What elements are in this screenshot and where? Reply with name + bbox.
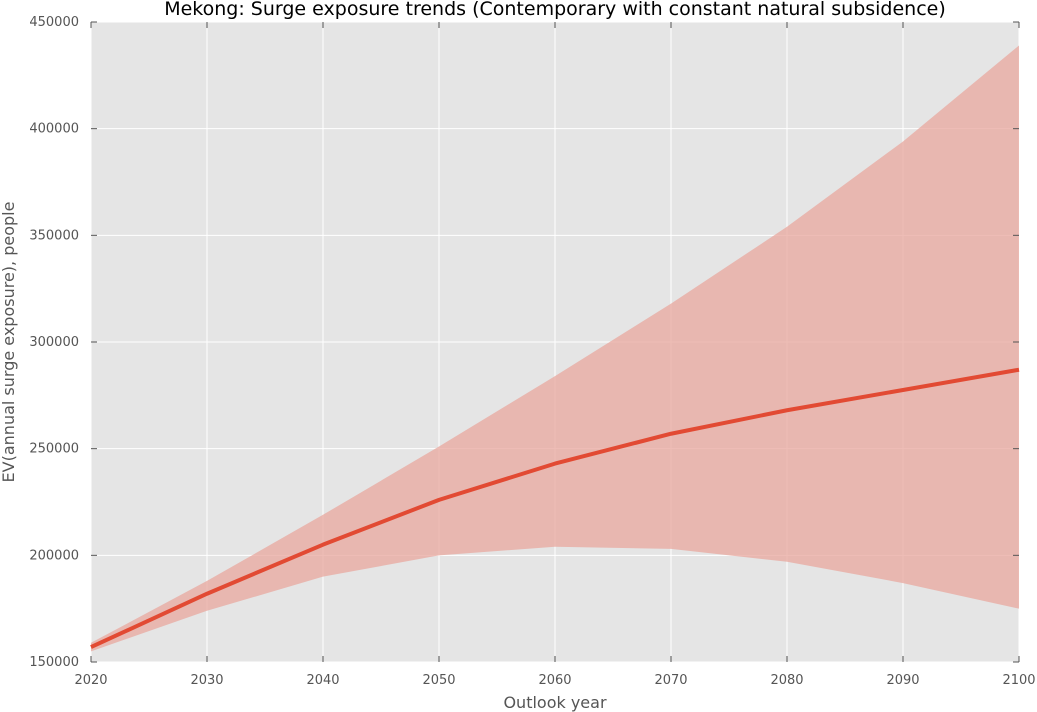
y-tick-label: 250000 [29, 442, 79, 457]
x-tick-label: 2030 [190, 673, 223, 688]
x-tick-label: 2040 [306, 673, 339, 688]
y-tick-label: 450000 [29, 15, 79, 30]
series-line [90, 367, 1020, 649]
line-layer [90, 367, 1020, 649]
x-tick-label: 2020 [74, 673, 107, 688]
y-tick-label: 200000 [29, 548, 79, 563]
y-tick-label: 300000 [29, 335, 79, 350]
ticks [90, 21, 1020, 663]
chart-title: Mekong: Surge exposure trends (Contempor… [164, 0, 946, 20]
y-axis-label: EV(annual surge exposure), people [0, 202, 18, 483]
x-tick-label: 2090 [886, 673, 919, 688]
x-tick-label: 2050 [422, 673, 455, 688]
y-tick-label: 150000 [29, 655, 79, 670]
uncertainty-band [91, 45, 1019, 652]
y-tick-label: 400000 [29, 122, 79, 137]
x-axis-label: Outlook year [503, 693, 607, 712]
y-tick-label: 350000 [29, 228, 79, 243]
band-layer [91, 45, 1019, 652]
x-tick-label: 2060 [538, 673, 571, 688]
tick-labels: 2020 2030 2040 2050 2060 2070 2080 2090 2100 1500… [29, 15, 1035, 688]
x-tick-label: 2080 [770, 673, 803, 688]
x-tick-label: 2070 [654, 673, 687, 688]
x-tick-label: 2100 [1002, 673, 1035, 688]
